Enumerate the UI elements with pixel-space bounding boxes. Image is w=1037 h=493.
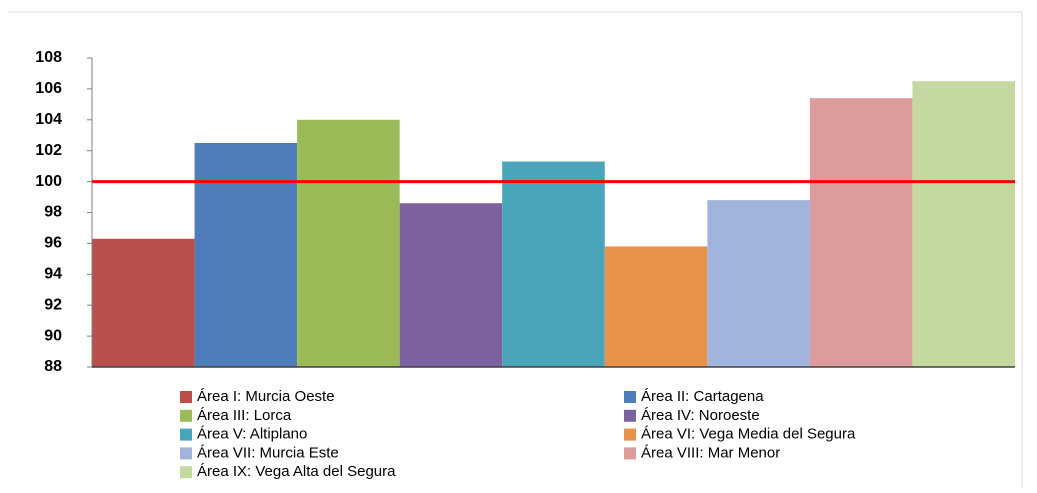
legend-label: Área V: Altiplano [197, 426, 307, 443]
y-tick-label: 88 [44, 358, 62, 375]
legend-label: Área IX: Vega Alta del Segura [197, 463, 396, 480]
legend-label: Área VI: Vega Media del Segura [641, 426, 856, 443]
legend-swatch [180, 409, 192, 422]
bar [194, 142, 298, 367]
y-tick-label: 100 [35, 173, 62, 190]
bar [604, 246, 708, 367]
bar [502, 161, 605, 367]
y-tick-label: 102 [35, 142, 62, 159]
bar [809, 98, 913, 368]
legend-swatch [624, 409, 636, 422]
y-tick-label: 108 [35, 49, 62, 66]
legend-swatch [180, 428, 192, 441]
bar [707, 200, 810, 367]
bar [912, 81, 1015, 368]
legend-label: Área I: Murcia Oeste [197, 388, 335, 405]
bar [399, 203, 503, 367]
legend-swatch [180, 447, 192, 460]
chart-frame [8, 11, 1023, 488]
bar [92, 238, 195, 367]
y-tick-label: 90 [44, 327, 62, 344]
legend-label: Área III: Lorca [197, 407, 292, 424]
legend-swatch [624, 391, 636, 403]
legend-swatch [624, 447, 636, 460]
y-tick-label: 96 [44, 235, 62, 252]
legend-swatch [624, 428, 636, 441]
legend-label: Área IV: Noroeste [641, 407, 760, 424]
legend-label: Área VII: Murcia Este [197, 444, 339, 461]
y-tick-label: 98 [44, 204, 62, 221]
y-tick-label: 92 [44, 296, 62, 313]
bar [297, 119, 400, 367]
y-tick-label: 94 [44, 266, 62, 283]
legend-swatch [180, 466, 192, 479]
y-tick-label: 104 [35, 111, 62, 128]
y-tick-label: 106 [35, 80, 62, 97]
legend-label: Área VIII: Mar Menor [641, 444, 780, 461]
legend-swatch [180, 391, 192, 403]
legend-label: Área II: Cartagena [641, 388, 764, 405]
